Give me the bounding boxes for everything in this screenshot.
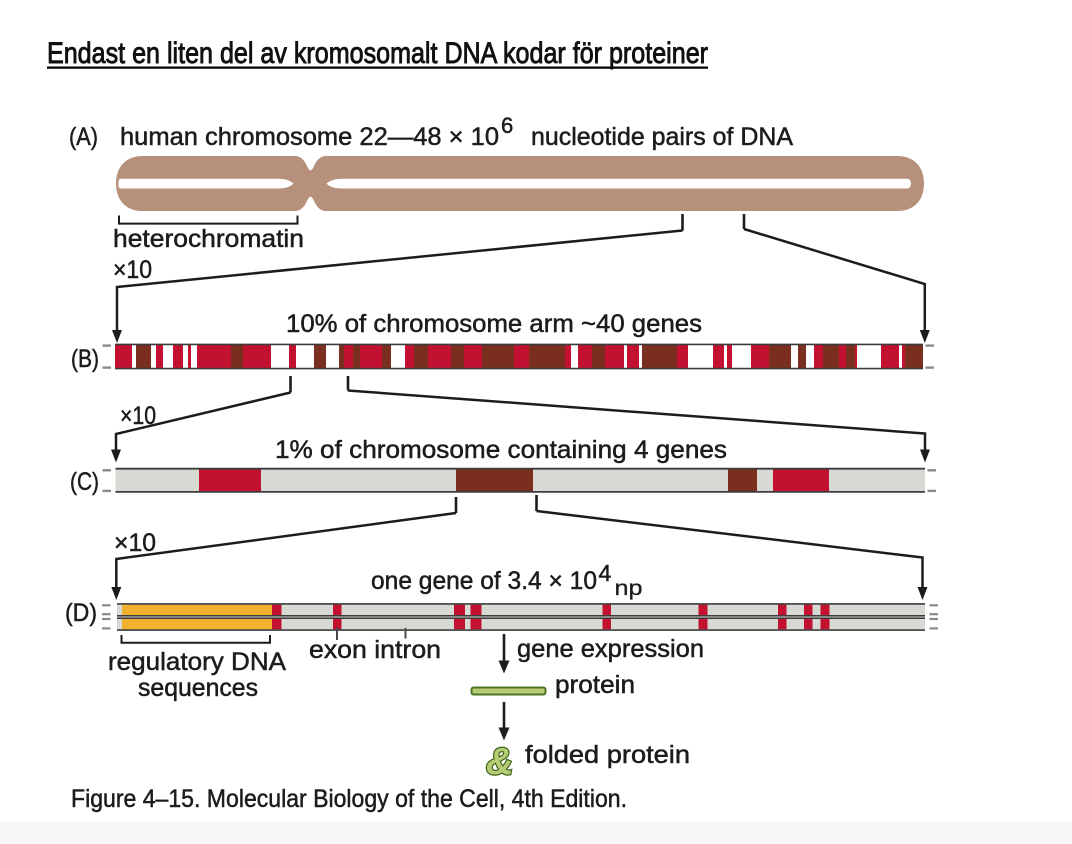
svg-text:human chromosome 22—48 × 10: human chromosome 22—48 × 10 <box>120 123 499 151</box>
svg-text:10% of chromosome arm ~40 gene: 10% of chromosome arm ~40 genes <box>286 310 702 338</box>
svg-text:Endast en liten del av kromoso: Endast en liten del av kromosomalt DNA k… <box>47 37 708 70</box>
svg-text:4: 4 <box>599 560 612 586</box>
svg-text:×10: ×10 <box>114 529 156 557</box>
svg-text:exon intron: exon intron <box>309 636 441 664</box>
svg-text:one gene of 3.4 × 10: one gene of 3.4 × 10 <box>371 567 597 595</box>
svg-text:Figure 4–15. Molecular Biology: Figure 4–15. Molecular Biology of the Ce… <box>71 785 627 813</box>
svg-text:(D): (D) <box>65 599 97 627</box>
svg-text:np: np <box>615 577 643 600</box>
svg-text:nucleotide pairs of DNA: nucleotide pairs of DNA <box>531 123 793 151</box>
svg-text:×10: ×10 <box>120 402 156 430</box>
svg-text:gene expression: gene expression <box>517 635 704 663</box>
svg-text:&: & <box>486 741 513 783</box>
svg-text:1% of chromosome containing 4: 1% of chromosome containing 4 genes <box>275 436 727 464</box>
svg-text:(A): (A) <box>69 123 98 151</box>
svg-text:6: 6 <box>501 113 513 138</box>
svg-text:folded protein: folded protein <box>525 741 690 769</box>
svg-text:heterochromatin: heterochromatin <box>113 225 304 253</box>
svg-text:sequences: sequences <box>138 674 258 702</box>
svg-text:protein: protein <box>555 671 635 699</box>
svg-text:×10: ×10 <box>113 256 152 284</box>
svg-text:(C): (C) <box>70 468 99 496</box>
svg-text:(B): (B) <box>71 345 99 373</box>
svg-text:regulatory DNA: regulatory DNA <box>108 648 286 676</box>
